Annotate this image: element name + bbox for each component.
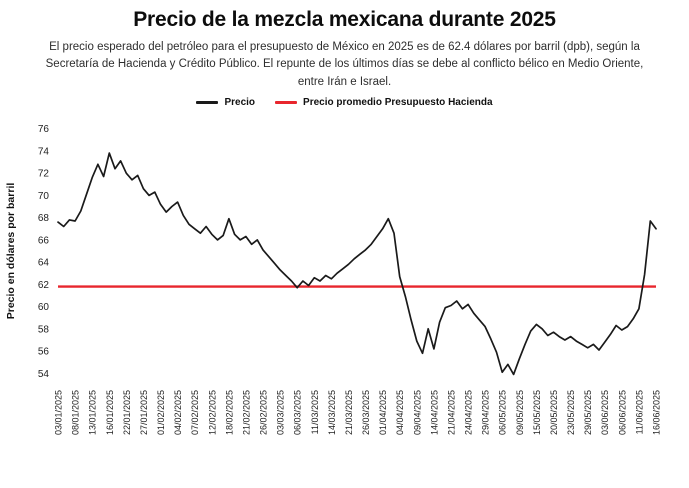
x-tick-label: 26/03/2025 [361,390,371,435]
x-tick-label: 29/05/2025 [583,390,593,435]
price-line [57,151,657,375]
legend: Precio Precio promedio Presupuesto Hacie… [0,97,689,108]
x-tick-label: 07/02/2025 [190,390,200,435]
chart-subtitle: El precio esperado del petróleo para el … [45,41,644,88]
x-tick-label: 06/03/2025 [293,390,303,435]
legend-swatch-precio-icon [196,100,219,104]
x-tick-label: 11/06/2025 [634,390,644,434]
x-tick-label: 21/04/2025 [447,390,457,435]
x-tick-label: 06/06/2025 [617,390,627,435]
x-tick-label: 15/05/2025 [532,390,542,435]
x-tick-label: 03/01/2025 [54,390,64,435]
x-tick-label: 24/04/2025 [464,390,474,435]
x-tick-label: 09/04/2025 [412,390,422,435]
x-tick-label: 21/03/2025 [344,390,354,435]
y-tick-label: 60 [38,302,50,313]
legend-swatch-promedio-icon [275,100,298,104]
x-tick-label: 21/02/2025 [241,390,251,435]
x-tick-label: 11/03/2025 [310,390,320,434]
x-tick-label: 03/03/2025 [276,390,286,435]
x-tick-label: 27/01/2025 [139,390,149,435]
x-tick-label: 01/04/2025 [378,390,388,435]
x-tick-label: 13/01/2025 [88,390,98,435]
x-tick-label: 09/05/2025 [515,390,525,435]
y-tick-label: 58 [38,324,50,335]
x-tick-label: 14/03/2025 [327,390,337,435]
x-tick-label: 16/06/2025 [652,390,662,435]
legend-label-precio: Precio [224,96,256,108]
x-tick-label: 26/02/2025 [259,390,269,435]
y-tick-label: 74 [38,146,50,157]
y-tick-label: 54 [38,369,50,380]
y-tick-label: 70 [38,191,50,202]
x-tick-label: 23/05/2025 [566,390,576,435]
line-chart: 54 56 58 60 62 64 66 68 70 72 74 76 Precio en dólare… [0,110,689,471]
y-tick-label: 62 [38,280,50,291]
x-tick-label: 03/06/2025 [600,390,610,435]
chart-svg: 54 56 58 60 62 64 66 68 70 72 74 76 Precio en dólare… [5,124,662,435]
y-tick-label: 64 [38,257,50,268]
x-tick-label: 20/05/2025 [549,390,559,435]
chart-card: Precio de la mezcla mexicana durante 202… [0,8,689,488]
x-tick-label: 29/04/2025 [481,390,491,435]
x-tick-label: 01/02/2025 [156,390,166,435]
legend-item-precio: Precio [196,97,255,108]
x-tick-label: 08/01/2025 [71,390,81,435]
x-tick-label: 14/04/2025 [429,390,439,435]
y-tick-label: 56 [38,346,50,357]
legend-item-promedio: Precio promedio Presupuesto Hacienda [275,97,493,108]
x-tick-label: 06/05/2025 [498,390,508,435]
y-tick-label: 66 [38,235,50,246]
legend-label-promedio: Precio promedio Presupuesto Hacienda [303,96,493,108]
x-tick-label: 16/01/2025 [105,390,115,435]
x-tick-label: 04/02/2025 [173,390,183,435]
y-axis-label: Precio en dólares por barril [5,182,17,319]
x-tick-label: 18/02/2025 [224,390,234,435]
x-tick-label: 22/01/2025 [122,390,132,435]
y-tick-label: 68 [38,213,50,224]
y-tick-label: 72 [38,168,50,179]
x-tick-label: 04/04/2025 [395,390,405,435]
y-tick-label: 76 [38,124,50,135]
chart-title: Precio de la mezcla mexicana durante 202… [133,8,556,31]
x-tick-label: 12/02/2025 [207,390,217,435]
